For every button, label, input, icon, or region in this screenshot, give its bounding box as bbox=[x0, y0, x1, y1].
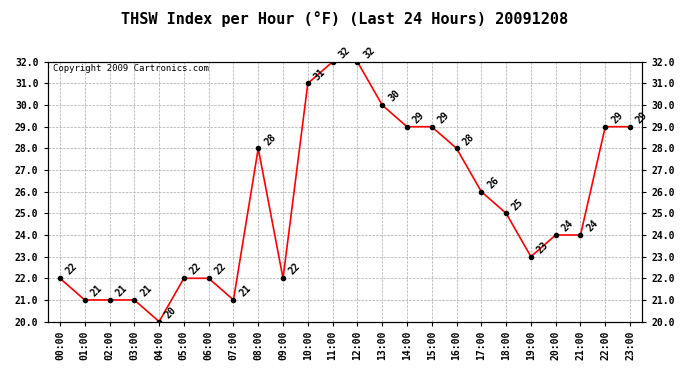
Text: 29: 29 bbox=[411, 110, 426, 125]
Text: 20: 20 bbox=[164, 305, 179, 320]
Text: 22: 22 bbox=[213, 261, 228, 277]
Text: 21: 21 bbox=[114, 283, 129, 298]
Text: 22: 22 bbox=[64, 261, 79, 277]
Text: 21: 21 bbox=[139, 283, 154, 298]
Text: 23: 23 bbox=[535, 240, 551, 255]
Text: 29: 29 bbox=[634, 110, 649, 125]
Text: 21: 21 bbox=[89, 283, 104, 298]
Text: 26: 26 bbox=[486, 175, 501, 190]
Text: 28: 28 bbox=[461, 132, 476, 147]
Text: 32: 32 bbox=[362, 45, 377, 60]
Text: 28: 28 bbox=[262, 132, 278, 147]
Text: 22: 22 bbox=[188, 261, 204, 277]
Text: 30: 30 bbox=[386, 88, 402, 104]
Text: 31: 31 bbox=[312, 67, 327, 82]
Text: 24: 24 bbox=[584, 218, 600, 234]
Text: 32: 32 bbox=[337, 45, 352, 60]
Text: THSW Index per Hour (°F) (Last 24 Hours) 20091208: THSW Index per Hour (°F) (Last 24 Hours)… bbox=[121, 11, 569, 27]
Text: 24: 24 bbox=[560, 218, 575, 234]
Text: 22: 22 bbox=[287, 261, 303, 277]
Text: Copyright 2009 Cartronics.com: Copyright 2009 Cartronics.com bbox=[54, 64, 209, 74]
Text: 25: 25 bbox=[511, 196, 526, 212]
Text: 29: 29 bbox=[436, 110, 451, 125]
Text: 29: 29 bbox=[609, 110, 625, 125]
Text: 21: 21 bbox=[237, 283, 253, 298]
